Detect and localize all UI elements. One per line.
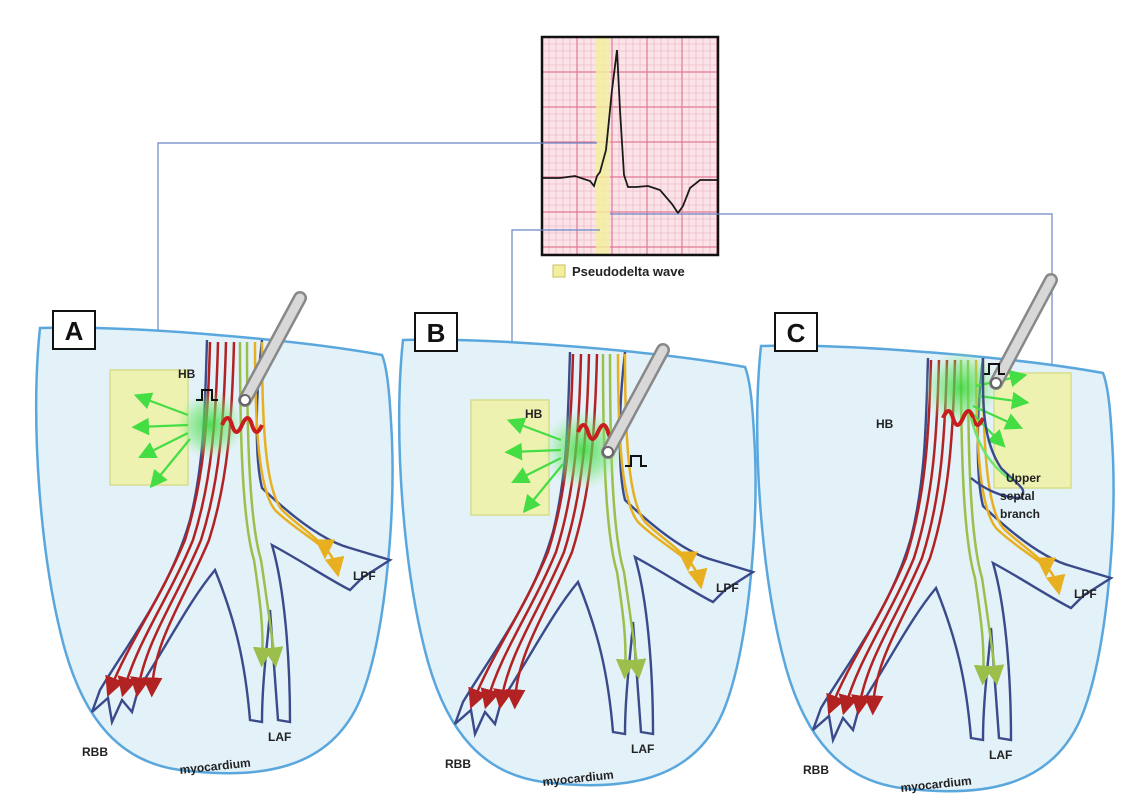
lpf-fiber	[981, 359, 1066, 596]
pacing-catheter-core	[991, 275, 1056, 388]
rbb-label: RBB	[803, 763, 829, 777]
pseudodelta-highlight	[596, 37, 610, 255]
pacing-pulse-icon	[625, 455, 647, 467]
myocardium-chamber	[397, 338, 757, 787]
conduction-system-outline	[453, 351, 756, 739]
laf-label: LAF	[268, 730, 291, 744]
legend-swatch	[552, 264, 566, 278]
capture-zone	[923, 350, 999, 426]
laf-fiber	[245, 341, 284, 668]
capture-arrow	[504, 442, 562, 461]
capture-arrow	[138, 432, 189, 458]
laf-label: LAF	[631, 742, 654, 756]
upper-septal-label-1: Upper	[1006, 471, 1041, 485]
rbb-fiber	[826, 359, 933, 715]
rbb-fiber	[851, 359, 949, 716]
lpf-fiber	[616, 353, 698, 572]
lpf-fiber	[253, 341, 335, 560]
capture-arrow	[506, 417, 562, 442]
panel-b-letter-box	[414, 312, 458, 352]
lpf-fiber	[260, 341, 345, 578]
capture-arrow	[978, 391, 1030, 410]
upper-septal-fiber	[969, 417, 1012, 482]
pacing-catheter-core	[240, 293, 305, 405]
his-bundle-region	[109, 369, 189, 486]
capture-arrow	[522, 463, 564, 514]
capture-arrow	[131, 417, 189, 436]
capture-zone	[543, 410, 623, 490]
stimulation-wave	[220, 416, 264, 434]
conduction-system-outline	[90, 339, 393, 727]
ecg-legend: Pseudodelta wave	[552, 264, 685, 279]
capture-arrow	[133, 392, 189, 417]
hb-label: HB	[876, 417, 894, 431]
catheter-tip	[239, 394, 251, 406]
capture-arrow	[972, 404, 1024, 430]
panel-a-letter-box	[52, 310, 96, 350]
legend-label: Pseudodelta wave	[572, 264, 685, 279]
connector-a	[157, 142, 597, 400]
pacing-catheter-core	[603, 345, 668, 457]
ecg-background	[542, 37, 718, 255]
panel-b-letter: B	[427, 318, 446, 348]
capture-zone	[176, 391, 244, 459]
lpf-label: LPF	[716, 581, 739, 595]
panel-letters: A B C	[52, 310, 818, 352]
laf-fiber	[959, 359, 994, 686]
hb-label: HB	[525, 407, 543, 421]
laf-label: LAF	[989, 748, 1012, 762]
panel-c-letter: C	[787, 318, 806, 348]
catheter-tip	[602, 446, 614, 458]
panel-c-letter-box	[774, 312, 818, 352]
catheter-tip	[990, 377, 1002, 389]
rbb-fiber	[838, 359, 941, 716]
upper-septal-branch	[970, 357, 1025, 500]
ecg-frame	[540, 35, 720, 257]
his-bundle-region	[993, 372, 1072, 489]
pacing-pulse-icon	[196, 389, 218, 401]
stimulation-wave	[941, 409, 985, 427]
pacing-pulse-icon	[983, 363, 1005, 375]
connector-c	[610, 213, 1053, 380]
laf-fiber	[966, 359, 1005, 686]
capture-arrow	[511, 457, 562, 483]
upper-septal-label-3: branch	[1000, 507, 1040, 521]
panel-a-letter: A	[65, 316, 84, 346]
conduction-system-outline	[811, 357, 1114, 745]
rbb-label: RBB	[82, 745, 108, 759]
capture-arrow	[149, 438, 191, 489]
ecg-panel	[540, 35, 720, 257]
upper-septal-label-2: septal	[1000, 489, 1035, 503]
hb-label: HB	[178, 367, 196, 381]
lpf-label: LPF	[353, 569, 376, 583]
ecg-trace	[542, 49, 718, 215]
rbb-label: RBB	[445, 757, 471, 771]
lpf-label: LPF	[1074, 587, 1097, 601]
